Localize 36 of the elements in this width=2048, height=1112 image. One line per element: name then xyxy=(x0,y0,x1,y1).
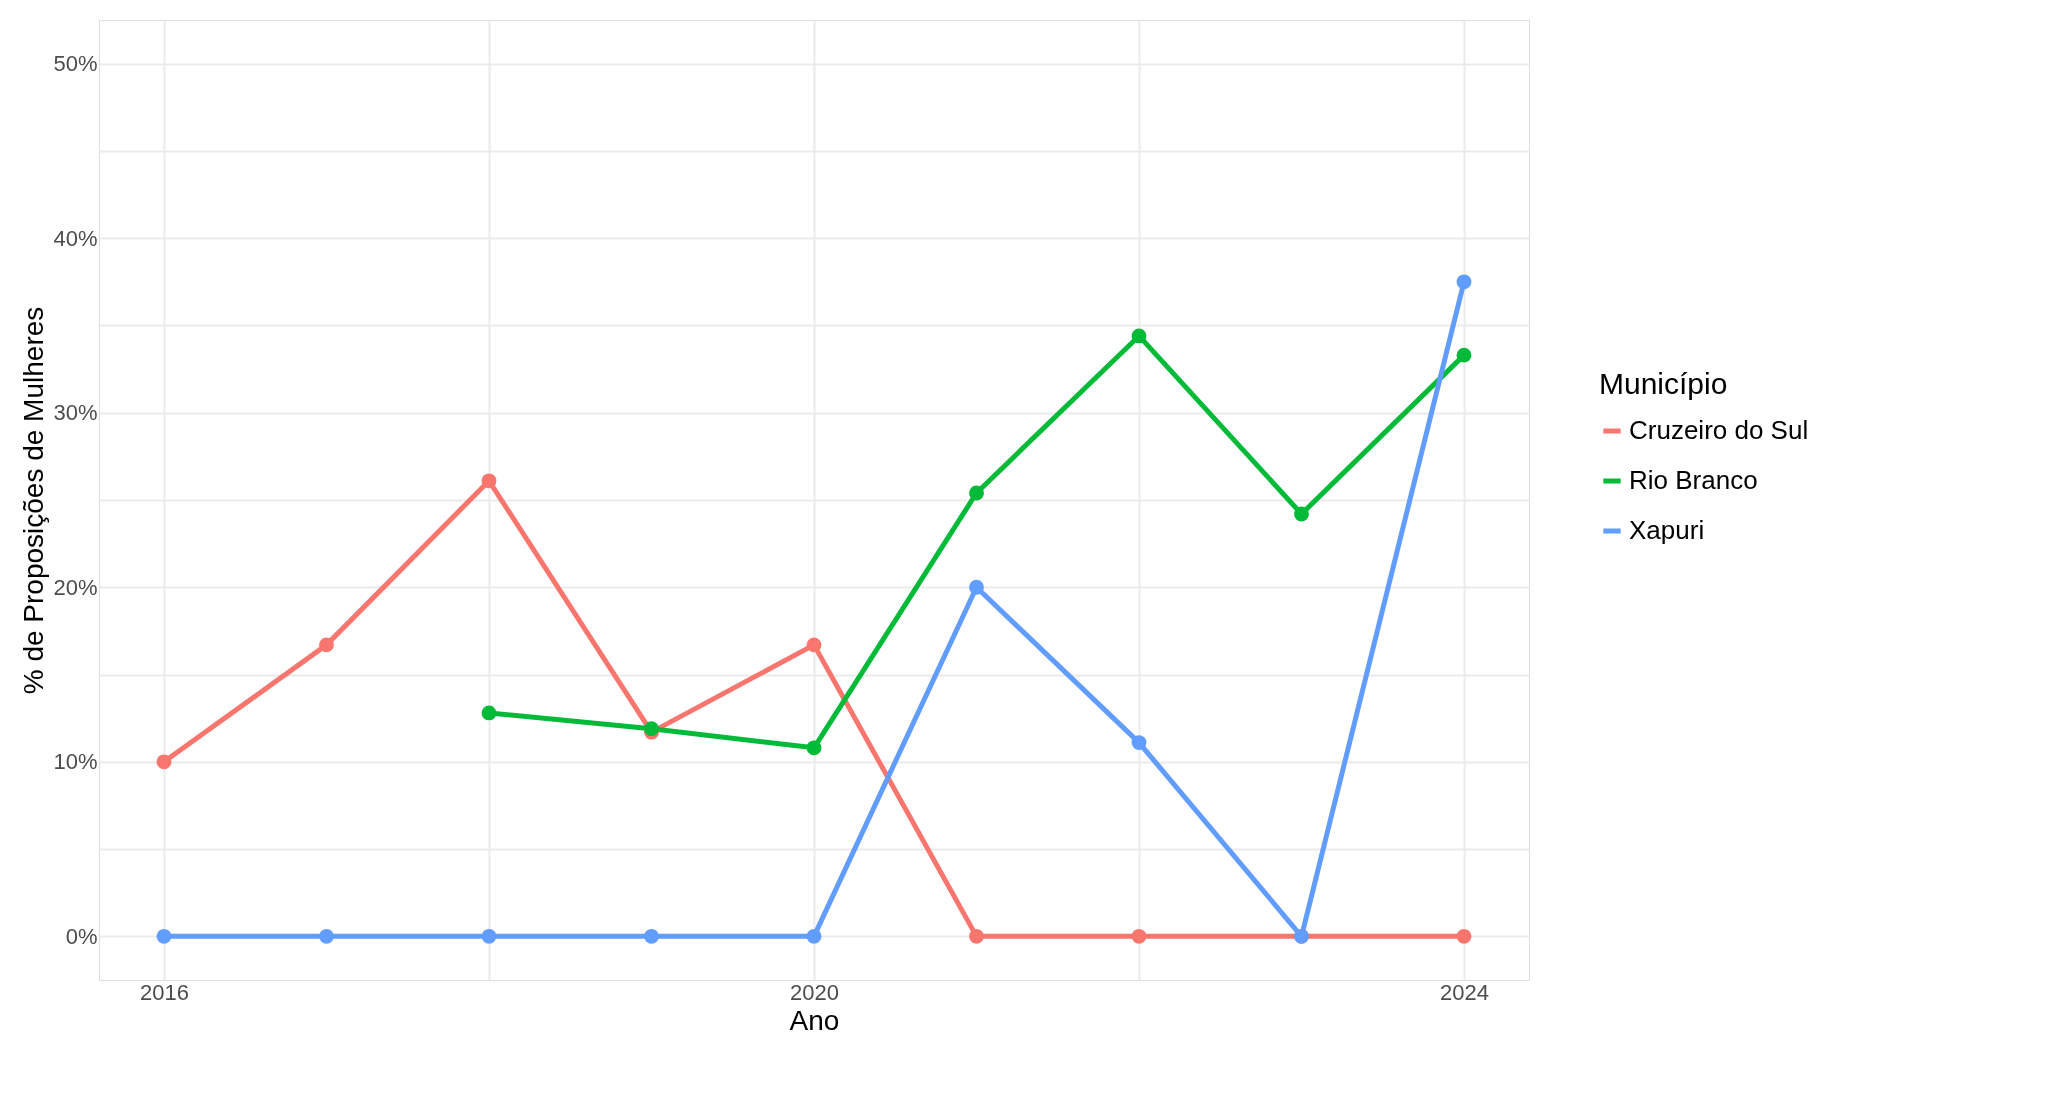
point xyxy=(156,928,172,944)
y-tick-label: 30% xyxy=(53,400,98,426)
legend-label: Rio Branco xyxy=(1629,465,1758,495)
point xyxy=(1294,506,1309,522)
point xyxy=(1131,328,1147,344)
y-tick-label: 20% xyxy=(53,574,98,600)
legend-label: Cruzeiro do Sul xyxy=(1629,415,1809,445)
x-tick-label: 2020 xyxy=(790,979,839,1005)
y-tick-label: 50% xyxy=(53,51,98,77)
point xyxy=(1456,928,1472,944)
x-tick-label: 2024 xyxy=(1440,979,1489,1005)
point xyxy=(319,928,334,944)
point xyxy=(1456,347,1472,363)
y-tick-label: 40% xyxy=(53,225,98,251)
y-axis-title: % de Proposições de Mulheres xyxy=(18,306,50,695)
y-tick-label: 10% xyxy=(53,749,98,775)
point xyxy=(156,754,172,770)
point xyxy=(806,637,822,653)
point xyxy=(1456,274,1472,290)
x-axis-title: Ano xyxy=(789,1004,840,1036)
point xyxy=(481,928,497,944)
x-tick-label: 2016 xyxy=(140,979,189,1005)
point xyxy=(1131,735,1147,751)
legend-title: Município xyxy=(1599,367,1728,400)
point xyxy=(806,928,822,944)
point xyxy=(481,705,497,721)
point xyxy=(969,485,984,501)
point xyxy=(481,473,497,489)
legend-label: Xapuri xyxy=(1629,515,1705,545)
point xyxy=(969,579,984,595)
point xyxy=(1131,928,1147,944)
point xyxy=(969,928,984,944)
y-tick-label: 0% xyxy=(65,923,98,949)
point xyxy=(319,637,334,653)
point xyxy=(644,928,659,944)
point xyxy=(806,740,822,756)
